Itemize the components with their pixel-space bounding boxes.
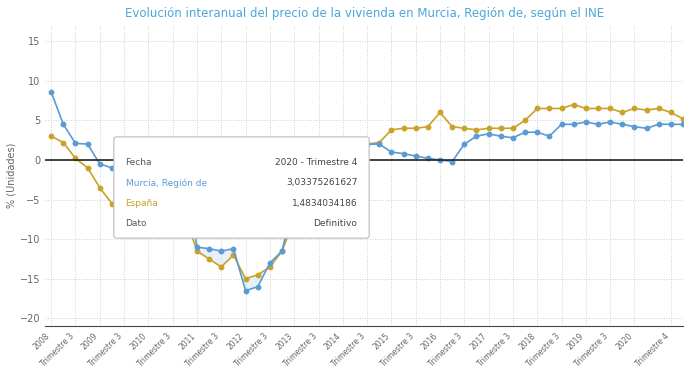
Text: España: España bbox=[126, 199, 158, 208]
Text: Definitivo: Definitivo bbox=[313, 219, 357, 228]
Text: Dato: Dato bbox=[126, 219, 147, 228]
Text: 1,4834034186: 1,4834034186 bbox=[292, 199, 357, 208]
Text: 2020 - Trimestre 4: 2020 - Trimestre 4 bbox=[275, 158, 357, 166]
Text: 3,03375261627: 3,03375261627 bbox=[286, 178, 357, 187]
Y-axis label: % (Unidades): % (Unidades) bbox=[7, 143, 17, 208]
Title: Evolución interanual del precio de la vivienda en Murcia, Región de, según el IN: Evolución interanual del precio de la vi… bbox=[124, 7, 604, 20]
Text: Fecha: Fecha bbox=[126, 158, 152, 166]
Text: Murcia, Región de: Murcia, Región de bbox=[126, 178, 207, 188]
